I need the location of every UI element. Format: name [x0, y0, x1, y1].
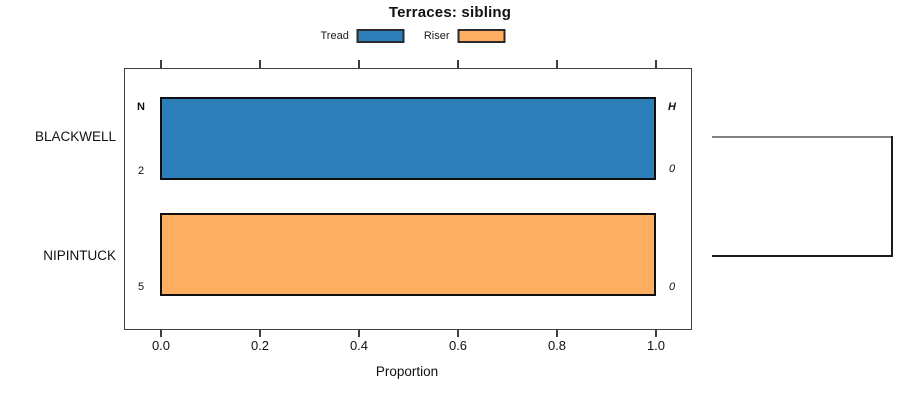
x-tick-bottom [655, 329, 657, 337]
x-tick-top [655, 60, 657, 68]
x-tick-bottom [556, 329, 558, 337]
x-tick-label: 0.0 [151, 338, 171, 353]
n-value-blackwell: 2 [137, 165, 145, 177]
legend-swatch-riser [457, 29, 506, 43]
x-tick-label: 0.4 [349, 338, 369, 353]
x-tick-bottom [259, 329, 261, 337]
n-value-nipintuck: 5 [137, 281, 145, 293]
x-tick-top [259, 60, 261, 68]
category-label-nipintuck: NIPINTUCK [43, 248, 116, 263]
x-tick-bottom [358, 329, 360, 337]
dendrogram-branch-bottom [712, 255, 893, 257]
legend-swatch-tread [356, 29, 405, 43]
legend-label-riser: Riser [423, 30, 450, 42]
x-tick-label: 1.0 [646, 338, 666, 353]
dendrogram-branch-top [712, 136, 892, 138]
category-label-blackwell: BLACKWELL [34, 129, 116, 144]
x-tick-label: 0.2 [250, 338, 270, 353]
x-tick-label: 0.8 [547, 338, 567, 353]
h-value-blackwell: 0 [668, 163, 676, 175]
x-tick-top [358, 60, 360, 68]
dendrogram-join [891, 136, 893, 257]
x-tick-top [457, 60, 459, 68]
x-tick-bottom [160, 329, 162, 337]
x-tick-top [160, 60, 162, 68]
x-tick-label: 0.6 [448, 338, 468, 353]
h-value-nipintuck: 0 [668, 281, 676, 293]
x-axis-title: Proportion [375, 364, 439, 379]
legend: Tread Riser [321, 29, 506, 43]
legend-label-tread: Tread [320, 30, 349, 42]
h-column-header: H [668, 101, 676, 113]
chart-title: Terraces: sibling [388, 4, 512, 21]
bar-nipintuck-riser [160, 213, 656, 296]
n-column-header: N [137, 101, 145, 113]
x-tick-bottom [457, 329, 459, 337]
x-tick-top [556, 60, 558, 68]
bar-blackwell-tread [160, 97, 656, 180]
